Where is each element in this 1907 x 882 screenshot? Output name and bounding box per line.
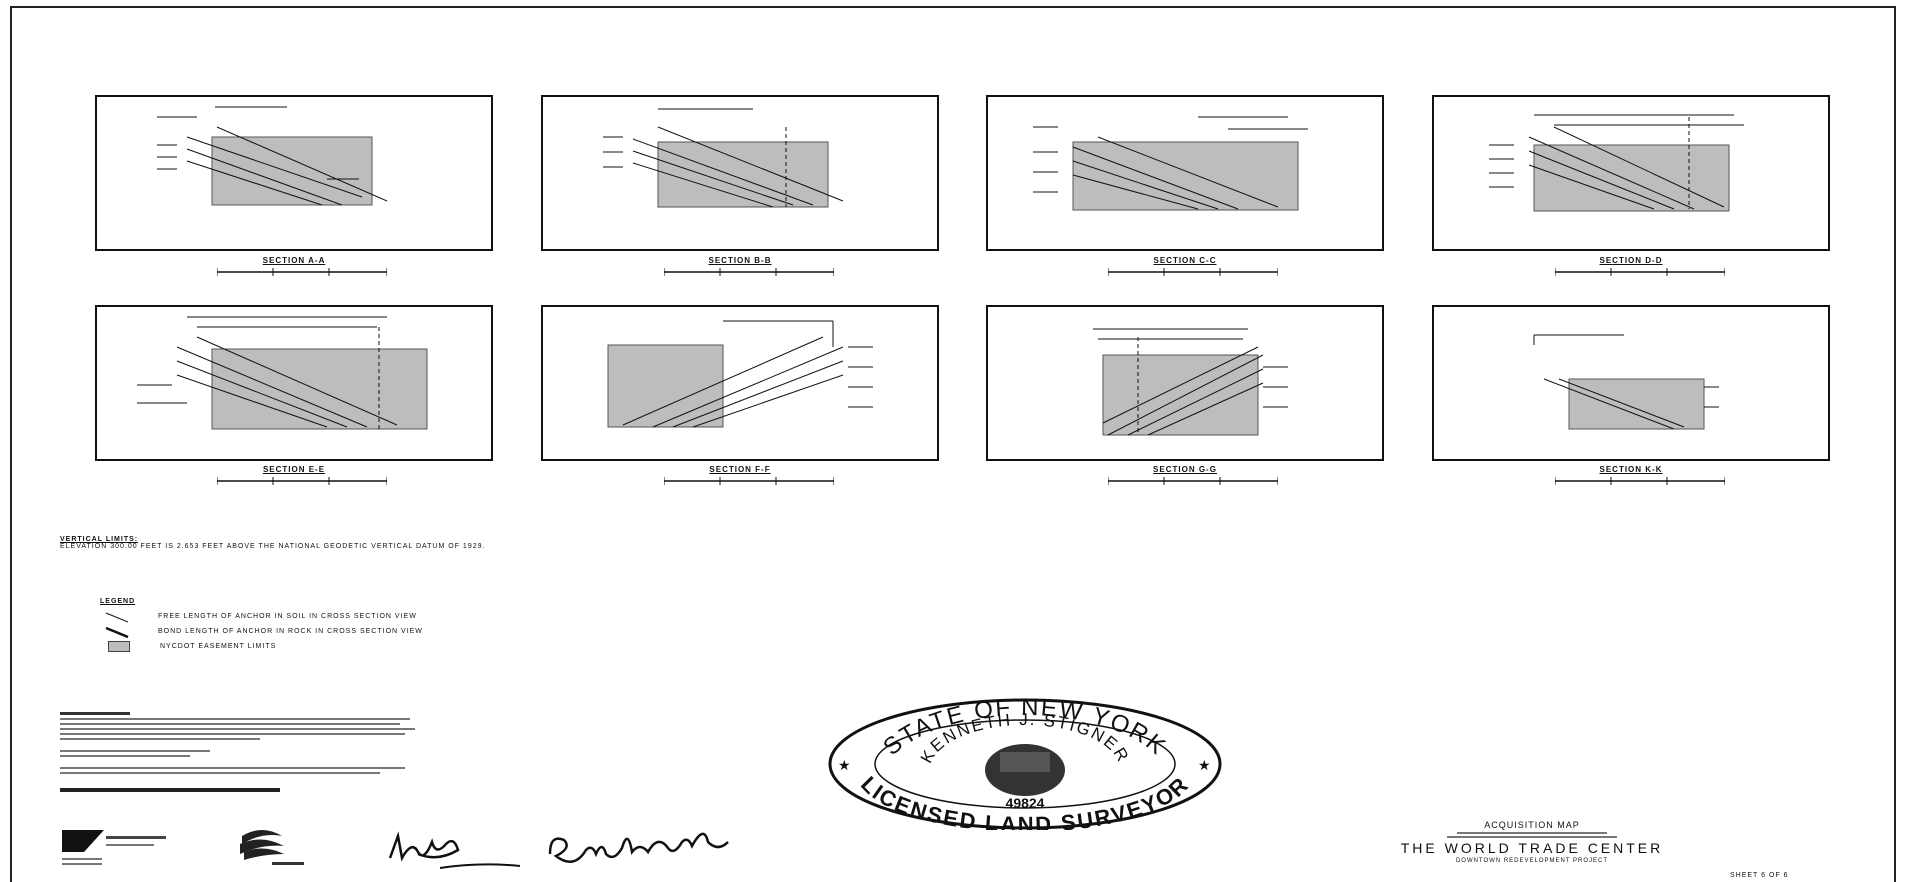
scale-bar-k bbox=[1555, 477, 1725, 485]
section-drawing-c bbox=[1033, 116, 1308, 211]
drawing-sheet bbox=[10, 6, 1896, 882]
vertical-limits-text: ELEVATION 300.00 FEET IS 2.653 FEET ABOV… bbox=[60, 543, 486, 550]
section-panel-g bbox=[986, 305, 1384, 461]
section-panel-a bbox=[95, 95, 493, 251]
free-length-line-icon bbox=[105, 612, 129, 622]
scale-bar-f bbox=[664, 477, 834, 485]
legend-heading: LEGEND bbox=[100, 598, 136, 605]
section-drawing-k bbox=[1533, 334, 1719, 430]
section-panel-d bbox=[1432, 95, 1830, 251]
scale-bar-c bbox=[1108, 268, 1278, 276]
section-panel-k bbox=[1432, 305, 1830, 461]
scale-bar-g bbox=[1108, 477, 1278, 485]
seal-number: 49824 bbox=[1006, 795, 1045, 811]
company-logos bbox=[62, 822, 402, 875]
section-drawing-e bbox=[137, 316, 428, 430]
legend-label-free-length: FREE LENGTH OF ANCHOR IN SOIL IN CROSS S… bbox=[158, 613, 417, 620]
legend-item-easement: NYCDOT EASEMENT LIMITS bbox=[100, 639, 423, 654]
surveyor-signatures bbox=[388, 831, 729, 869]
section-panel-c bbox=[986, 95, 1384, 251]
scale-bar-d bbox=[1555, 268, 1725, 276]
surveyor-notes-block bbox=[60, 712, 420, 795]
surveyor-firm-logo bbox=[62, 830, 166, 865]
legend-label-bond-length: BOND LENGTH OF ANCHOR IN ROCK IN CROSS S… bbox=[158, 628, 423, 635]
section-panel-e bbox=[95, 305, 493, 461]
section-drawing-b bbox=[603, 108, 844, 208]
partner-firm-logo bbox=[240, 830, 304, 865]
scale-bar-a bbox=[217, 268, 387, 276]
section-drawing-g bbox=[1093, 328, 1288, 436]
section-label-g: SECTION G-G bbox=[1153, 465, 1217, 474]
surveyor-seal: STATE OF NEW YORK KENNETH J. STIGNER LIC… bbox=[828, 694, 1222, 830]
legend-label-easement: NYCDOT EASEMENT LIMITS bbox=[160, 643, 277, 650]
title-fine-line bbox=[1457, 832, 1607, 834]
scale-bar-e bbox=[217, 477, 387, 485]
section-label-k: SECTION K-K bbox=[1599, 465, 1663, 474]
sheet-number: SHEET 6 OF 6 bbox=[1730, 872, 1789, 879]
scale-bar-b bbox=[664, 268, 834, 276]
title-fine-line bbox=[1447, 836, 1617, 838]
map-type-heading: ACQUISITION MAP bbox=[1484, 820, 1580, 830]
section-label-a: SECTION A-A bbox=[262, 256, 326, 265]
legend-item-free-length: FREE LENGTH OF ANCHOR IN SOIL IN CROSS S… bbox=[100, 609, 423, 624]
section-drawing-a bbox=[157, 106, 388, 206]
section-drawing-d bbox=[1489, 114, 1744, 212]
vertical-limits-note: VERTICAL LIMITS: ELEVATION 300.00 FEET I… bbox=[60, 536, 485, 550]
seal-star-right-icon: ★ bbox=[1198, 757, 1211, 773]
project-subtitle: DOWNTOWN REDEVELOPMENT PROJECT bbox=[1455, 858, 1609, 864]
easement-swatch-icon bbox=[108, 641, 130, 652]
state-emblem-icon bbox=[985, 744, 1065, 796]
section-label-f: SECTION F-F bbox=[709, 465, 771, 474]
section-drawing-f bbox=[607, 320, 873, 428]
section-label-b: SECTION B-B bbox=[708, 256, 772, 265]
legend-item-bond-length: BOND LENGTH OF ANCHOR IN ROCK IN CROSS S… bbox=[100, 624, 423, 639]
title-block: ACQUISITION MAP THE WORLD TRADE CENTER D… bbox=[1352, 820, 1712, 864]
section-label-d: SECTION D-D bbox=[1599, 256, 1663, 265]
section-panel-b bbox=[541, 95, 939, 251]
section-panel-f bbox=[541, 305, 939, 461]
vertical-limits-heading: VERTICAL LIMITS: bbox=[60, 536, 139, 543]
project-title: THE WORLD TRADE CENTER bbox=[1400, 840, 1664, 856]
seal-star-left-icon: ★ bbox=[838, 757, 851, 773]
bond-length-line-icon bbox=[105, 626, 129, 638]
section-label-e: SECTION E-E bbox=[262, 465, 326, 474]
section-label-c: SECTION C-C bbox=[1153, 256, 1217, 265]
legend: LEGEND FREE LENGTH OF ANCHOR IN SOIL IN … bbox=[100, 598, 423, 654]
firm-logos bbox=[62, 830, 304, 865]
